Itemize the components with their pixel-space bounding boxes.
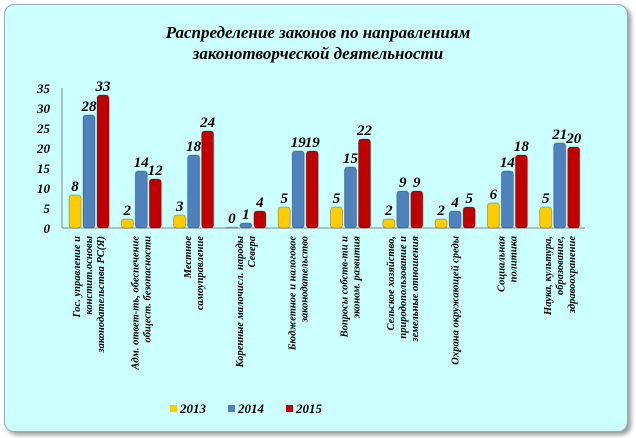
data-label: 8 [71, 179, 79, 195]
bar-2015 [514, 154, 528, 229]
category-label: Вопросы собств-ти иэконом. развития [340, 235, 363, 338]
bar-2015 [462, 206, 476, 229]
y-tick-label: 30 [36, 101, 51, 116]
y-tick-label: 0 [44, 221, 51, 236]
data-label: 3 [175, 199, 184, 215]
data-label: 19 [291, 135, 307, 151]
data-label: 4 [450, 195, 459, 211]
data-label: 24 [199, 115, 216, 131]
bar-2013 [330, 206, 343, 229]
category-label: Коренные малочисл. народыСевера [235, 236, 258, 369]
data-label: 18 [186, 139, 202, 155]
bar-2013 [225, 226, 239, 229]
data-label: 2 [436, 203, 445, 219]
data-label: 9 [399, 175, 407, 191]
data-label: 9 [413, 175, 421, 191]
chart-title: законотворческой деятельности [192, 44, 443, 63]
y-tick-label: 15 [37, 161, 51, 176]
bar-2014 [82, 114, 96, 229]
category-label: Охрана окружающей среды [450, 236, 461, 365]
y-tick-label: 25 [36, 121, 51, 136]
bar-2013 [434, 218, 448, 229]
bar-2015 [358, 138, 371, 229]
bar-2015 [305, 150, 319, 229]
data-label: 15 [343, 151, 359, 167]
data-label: 28 [81, 99, 98, 115]
bar-2013 [173, 214, 187, 229]
data-label: 5 [542, 191, 550, 207]
data-label: 5 [280, 191, 288, 207]
bar-2015 [567, 146, 581, 229]
legend-swatch [286, 405, 293, 412]
bar-2013 [68, 194, 82, 229]
legend-label: 2013 [179, 401, 207, 416]
category-label: Сельское хозяйство,природопользование из… [386, 235, 421, 342]
bar-2014 [134, 170, 148, 229]
data-label: 14 [134, 155, 150, 171]
bar-2014 [187, 154, 201, 229]
data-label: 2 [384, 203, 393, 219]
bar-2013 [539, 206, 553, 229]
bar-2014 [396, 190, 410, 229]
bar-2015 [96, 94, 110, 229]
bar-2013 [277, 206, 291, 229]
bar-2014 [448, 210, 462, 229]
category-label: Местноесамоуправление [183, 236, 206, 310]
category-label: Гос. управление иконстит.основызаконодат… [72, 236, 107, 354]
bar-2015 [253, 210, 267, 229]
data-label: 5 [465, 191, 473, 207]
y-tick-label: 10 [37, 181, 51, 196]
bar-2014 [500, 170, 514, 229]
legend-label: 2015 [295, 401, 323, 416]
data-label: 4 [255, 195, 264, 211]
data-label: 19 [305, 135, 321, 151]
bar-2014 [344, 166, 357, 229]
legend-label: 2014 [237, 401, 265, 416]
data-label: 18 [514, 139, 530, 155]
bar-2013 [120, 218, 134, 229]
legend-swatch [170, 405, 177, 412]
bar-2014 [239, 222, 253, 229]
bar-2015 [148, 178, 162, 229]
y-tick-label: 5 [44, 201, 51, 216]
data-label: 5 [333, 191, 341, 207]
data-label: 22 [356, 123, 373, 139]
data-label: 6 [490, 187, 498, 203]
legend-swatch [228, 405, 235, 412]
bar-2014 [291, 150, 305, 229]
data-label: 1 [242, 207, 250, 223]
category-label: Адм. ответ-ть, обеспечениеобщест. безопа… [130, 236, 153, 371]
data-label: 33 [95, 79, 112, 95]
data-label: 21 [551, 127, 567, 143]
category-label: Социальнаяполитика [497, 235, 520, 292]
category-label: Бюджетное и налоговоезаконодательство [287, 236, 310, 352]
bar-2014 [553, 142, 567, 229]
y-tick-label: 35 [36, 81, 51, 96]
bar-2015 [201, 130, 215, 229]
data-label: 12 [148, 163, 164, 179]
category-label: Наука, культура,образование,здравоохране… [543, 236, 578, 316]
chart-title: Распределение законов по направлениям [165, 23, 471, 42]
data-label: 0 [228, 211, 236, 227]
y-tick-label: 20 [36, 141, 51, 156]
bar-2013 [382, 218, 396, 229]
bar-2013 [486, 202, 500, 229]
data-label: 2 [123, 203, 132, 219]
data-label: 20 [565, 131, 582, 147]
bar-2015 [410, 190, 424, 229]
data-label: 14 [500, 155, 516, 171]
